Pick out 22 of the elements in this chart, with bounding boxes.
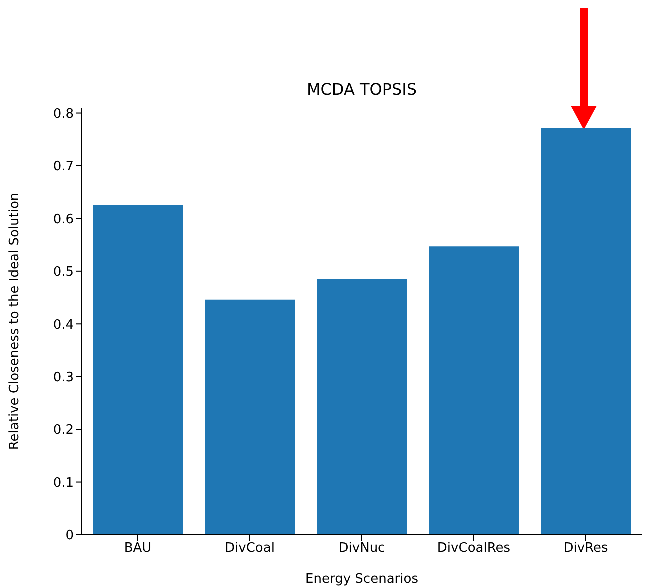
y-tick-label: 0.7: [53, 160, 74, 175]
y-tick-label: 0.3: [53, 370, 74, 386]
y-tick-label: 0.4: [53, 318, 74, 333]
chart-title: MCDA TOPSIS: [306, 80, 418, 99]
bar: [93, 206, 184, 535]
x-tick-label: DivCoalRes: [437, 541, 511, 556]
bar: [317, 279, 408, 535]
x-axis-title: Energy Scenarios: [306, 572, 419, 586]
x-tick-label: BAU: [124, 541, 152, 556]
y-axis-title: Relative Closeness to the Ideal Solution: [8, 192, 23, 450]
y-tick-label: 0.6: [53, 212, 74, 228]
bar: [205, 300, 296, 535]
y-tick-label: 0.2: [53, 423, 74, 438]
x-tick-label: DivNuc: [338, 541, 386, 556]
y-tick-label: 0.1: [53, 476, 74, 491]
x-tick-label: DivRes: [564, 541, 608, 556]
y-tick-label: 0.8: [53, 106, 74, 122]
y-tick-label: 0: [66, 528, 74, 544]
x-tick-label: DivCoal: [225, 541, 275, 556]
bar: [429, 246, 520, 535]
y-tick-label: 0.5: [53, 265, 74, 280]
bar: [541, 128, 632, 535]
